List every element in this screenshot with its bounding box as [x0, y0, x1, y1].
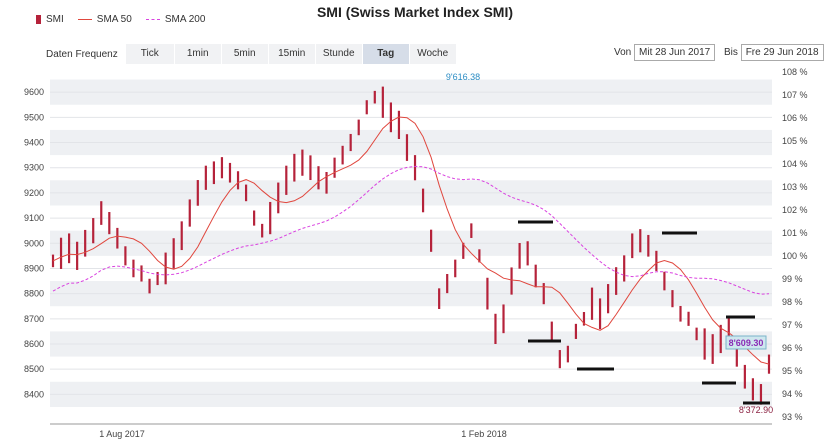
y-right-tick-label: 104 %: [782, 159, 808, 169]
left-axis: 9600 9500 9400 9300 9200 9100 9000 8900 8800 8700…: [24, 87, 44, 399]
legend: SMI SMA 50 SMA 200: [36, 14, 205, 25]
legend-swatch-sma200: [145, 19, 160, 20]
y-tick-label: 8600: [24, 339, 44, 349]
y-tick-label: 8700: [24, 314, 44, 324]
current-value-box: [725, 335, 767, 350]
y-tick-label: 9200: [24, 188, 44, 198]
date-to-input[interactable]: Fre 29 Jun 2018: [740, 44, 824, 61]
sma50-line: [52, 116, 770, 365]
date-to: Bis Fre 29 Jun 2018: [724, 44, 824, 61]
low-label: 8'372.90: [739, 405, 773, 415]
y-right-tick-label: 98 %: [782, 297, 803, 307]
y-right-tick-label: 103 %: [782, 182, 808, 192]
date-from-input[interactable]: Mit 28 Jun 2017: [634, 44, 716, 61]
legend-item-smi[interactable]: SMI: [36, 14, 64, 25]
y-right-tick-label: 95 %: [782, 366, 803, 376]
date-from: Von Mit 28 Jun 2017: [614, 44, 716, 61]
legend-item-sma200[interactable]: SMA 200: [145, 14, 206, 25]
y-tick-label: 9100: [24, 213, 44, 223]
tab-1min[interactable]: 1min: [174, 44, 221, 64]
y-right-tick-label: 101 %: [782, 228, 808, 238]
y-right-tick-label: 99 %: [782, 274, 803, 284]
y-tick-label: 8400: [24, 389, 44, 399]
annotations: 9'616.38 8'372.90 8'609.30: [446, 72, 773, 415]
legend-item-sma50[interactable]: SMA 50: [77, 14, 132, 25]
tab-5min[interactable]: 5min: [221, 44, 268, 64]
y-right-tick-label: 97 %: [782, 320, 803, 330]
y-right-tick-label: 96 %: [782, 343, 803, 353]
tab-tag[interactable]: Tag: [362, 44, 409, 64]
grid-bands: [50, 79, 772, 407]
y-right-tick-label: 102 %: [782, 205, 808, 215]
date-to-label: Bis: [724, 47, 738, 58]
legend-label-smi: SMI: [46, 14, 64, 25]
y-right-tick-label: 107 %: [782, 90, 808, 100]
legend-label-sma50: SMA 50: [96, 14, 132, 25]
current-value-label: 8'609.30: [729, 338, 764, 348]
y-tick-label: 9300: [24, 163, 44, 173]
x-tick-label: 1 Feb 2018: [461, 429, 507, 439]
y-right-tick-label: 93 %: [782, 412, 803, 422]
y-tick-label: 9500: [24, 112, 44, 122]
y-right-tick-label: 105 %: [782, 136, 808, 146]
y-right-tick-label: 108 %: [782, 67, 808, 77]
price-bars: [51, 86, 771, 405]
high-label: 9'616.38: [446, 72, 480, 82]
y-tick-label: 9400: [24, 138, 44, 148]
chart-title: SMI (Swiss Market Index SMI): [316, 4, 514, 20]
x-tick-label: 1 Aug 2017: [99, 429, 145, 439]
y-tick-label: 9600: [24, 87, 44, 97]
legend-label-sma200: SMA 200: [164, 14, 206, 25]
y-tick-label: 8900: [24, 263, 44, 273]
y-right-tick-label: 94 %: [782, 389, 803, 399]
tab-15min[interactable]: 15min: [268, 44, 315, 64]
legend-swatch-sma50: [77, 19, 92, 20]
y-tick-label: 9000: [24, 238, 44, 248]
tab-tick[interactable]: Tick: [125, 44, 174, 64]
frequency-label: Daten Frequenz: [46, 48, 118, 60]
frequency-toolbar: Daten Frequenz Tick 1min 5min 15min Stun…: [46, 44, 457, 64]
legend-swatch-smi: [36, 15, 41, 24]
x-axis: 1 Aug 2017 1 Feb 2018: [50, 423, 772, 439]
tab-stunde[interactable]: Stunde: [315, 44, 362, 64]
y-tick-label: 8800: [24, 289, 44, 299]
date-from-label: Von: [614, 47, 632, 58]
y-right-tick-label: 106 %: [782, 113, 808, 123]
tab-woche[interactable]: Woche: [409, 44, 456, 64]
right-axis: 108 % 107 % 106 % 105 % 104 % 103 % 102 % 101 %…: [782, 67, 808, 422]
y-tick-label: 8500: [24, 364, 44, 374]
y-right-tick-label: 100 %: [782, 251, 808, 261]
sma200-line: [52, 165, 770, 295]
